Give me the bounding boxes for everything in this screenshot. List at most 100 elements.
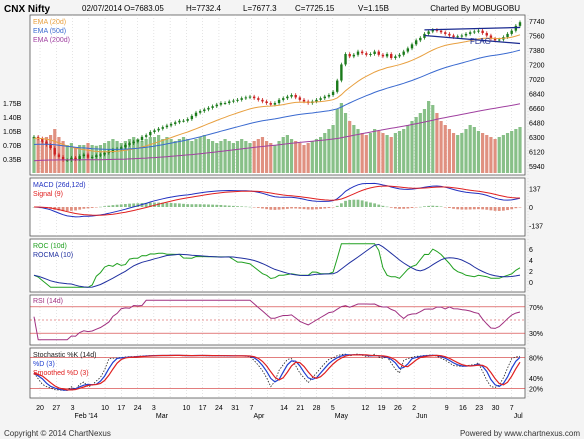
volume-bar	[310, 141, 314, 173]
x-axis-label: Jun	[416, 413, 427, 420]
legend-ema20: EMA (20d)	[33, 19, 66, 26]
volume-bar	[501, 135, 505, 173]
macd-histogram-bar	[240, 206, 244, 207]
stoch-smoothed-d-line	[33, 354, 521, 391]
macd-histogram-bar	[344, 200, 347, 207]
candle-body	[136, 140, 140, 142]
candle-body	[431, 29, 434, 32]
signal-line	[34, 185, 521, 216]
candle-body	[464, 33, 468, 36]
macd-histogram-bar	[306, 207, 310, 210]
x-axis-label: 27	[52, 405, 60, 412]
candle-body	[86, 154, 90, 158]
high-label: H=7732.4	[186, 4, 221, 13]
macd-histogram-bar	[69, 207, 73, 211]
candle-body	[356, 51, 360, 55]
legends: EMA (20d) EMA (50d) EMA (200d) MACD (26d,12…	[33, 19, 96, 377]
volume-bar	[148, 137, 152, 173]
candle-body	[514, 25, 518, 31]
candle-body	[348, 53, 351, 57]
candle-body	[99, 154, 102, 156]
candle-body	[385, 53, 389, 57]
volume-bar	[298, 143, 302, 173]
volume-bar	[481, 133, 485, 173]
candle-body	[261, 99, 264, 102]
candle-body	[294, 95, 297, 98]
candle-body	[248, 96, 252, 98]
volume-bar	[252, 141, 256, 173]
candle-body	[219, 103, 223, 105]
volume-bar	[140, 141, 144, 173]
volume-bar	[219, 141, 223, 173]
candle-body	[57, 154, 61, 157]
candle-body	[390, 53, 393, 59]
volume-bar	[402, 129, 406, 173]
date-label: 02/07/2014	[82, 4, 123, 13]
macd-histogram-bar	[493, 207, 497, 211]
candle-body	[265, 101, 268, 104]
candle-body	[336, 80, 339, 92]
candle-body	[365, 53, 368, 55]
macd-histogram-bar	[99, 206, 102, 208]
macd-histogram-bar	[211, 204, 215, 207]
macd-histogram-bar	[456, 207, 460, 210]
x-axis-label: 21	[296, 405, 304, 412]
legend-rocma: ROCMA (10)	[33, 252, 73, 259]
volume-bar	[389, 137, 393, 173]
x-axis-label: 17	[117, 405, 125, 412]
candle-body	[456, 36, 459, 38]
macd-histogram-bar	[177, 203, 181, 207]
volume-bar	[161, 139, 165, 173]
candle-body	[302, 99, 306, 102]
candle-body	[82, 154, 86, 157]
macd-histogram-bar	[173, 203, 177, 207]
candle-body	[70, 157, 73, 161]
macd-histogram-bar	[402, 207, 406, 209]
macd-histogram-bar	[485, 207, 489, 210]
candle-body	[373, 51, 376, 54]
volume-bar	[377, 131, 381, 173]
x-axis-label: 19	[378, 405, 386, 412]
candle-body	[257, 98, 260, 100]
volume-bar	[294, 141, 298, 173]
x-axis-label: 16	[459, 405, 467, 412]
candle-body	[157, 128, 160, 131]
candle-body	[207, 107, 210, 110]
rsi-tick-label: 30%	[529, 331, 543, 338]
macd-histogram-bar	[335, 205, 339, 207]
volume-bar	[418, 113, 422, 173]
volume-tick-label: 0.35B	[3, 157, 22, 164]
volume-bar	[190, 141, 194, 173]
candle-body	[518, 22, 522, 26]
macd-histogram-bar	[414, 207, 418, 208]
volume-bar	[98, 145, 103, 173]
macd-histogram-bar	[460, 207, 464, 210]
macd-tick-label: 0	[529, 205, 533, 212]
price-tick-label: 6300	[529, 135, 545, 142]
volume-bar	[119, 143, 123, 173]
macd-histogram-bar	[74, 207, 77, 211]
volume-bar	[319, 137, 323, 173]
candle-body	[452, 35, 455, 38]
volume-bar	[505, 133, 510, 173]
volume-bar	[165, 137, 169, 173]
volume-bar	[485, 135, 489, 173]
candle-body	[381, 54, 385, 57]
macd-histogram-bar	[285, 207, 289, 209]
candle-body	[223, 103, 227, 105]
macd-histogram-bar	[244, 206, 248, 208]
volume-bar	[36, 139, 40, 173]
macd-histogram-bar	[477, 207, 480, 210]
price-tick-label: 6480	[529, 120, 545, 127]
indicator-lines	[30, 26, 525, 391]
volume-bar	[348, 121, 352, 173]
ema50-line	[33, 49, 521, 150]
volume-bar	[518, 127, 522, 173]
x-axis-label: 5	[331, 405, 335, 412]
candle-body	[481, 30, 484, 34]
candle-body	[410, 44, 414, 49]
volume-bar	[306, 143, 310, 173]
volume-bar	[235, 141, 240, 173]
macd-histogram-bar	[90, 207, 94, 208]
